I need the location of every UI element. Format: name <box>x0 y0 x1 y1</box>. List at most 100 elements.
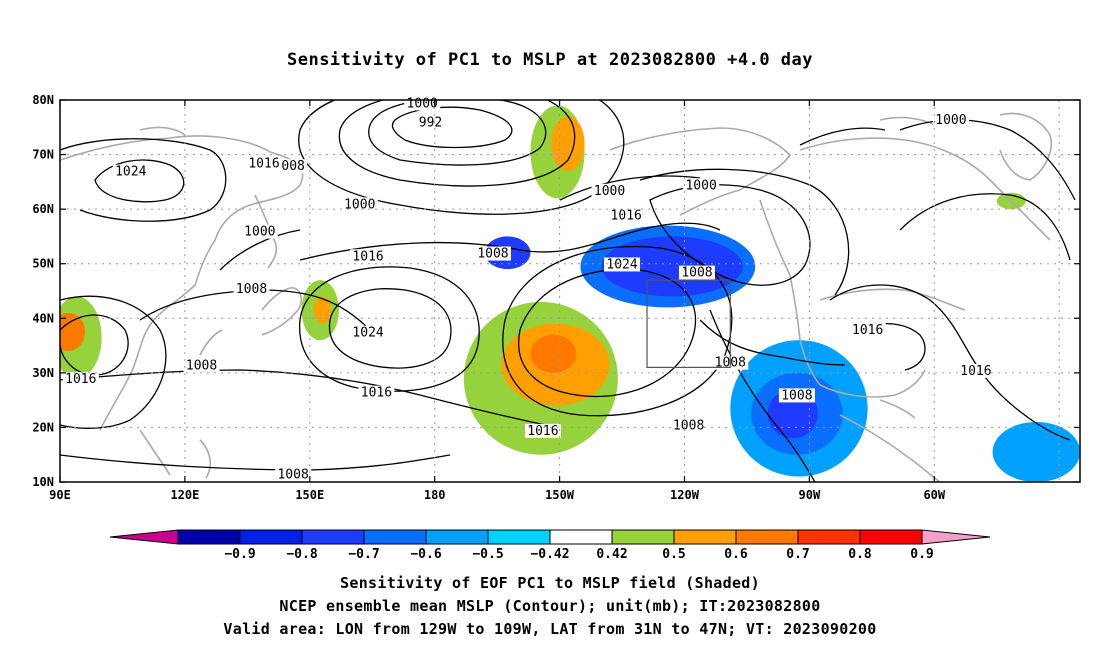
colorbar-label: 0.8 <box>848 547 872 562</box>
colorbar-swatch <box>549 529 613 545</box>
colorbar-swatch <box>735 529 799 545</box>
contour-label-bg <box>683 178 720 193</box>
contour-label: 1008 <box>236 282 267 297</box>
lon-label: 90E <box>49 488 71 502</box>
contour-label-bg <box>350 325 387 340</box>
shaded-region <box>992 421 1080 482</box>
shaded-region <box>60 312 85 352</box>
caption-line-1: Sensitivity of EOF PC1 to MSLP field (Sh… <box>340 574 760 592</box>
contour-label: 1008 <box>673 418 704 433</box>
graticule <box>60 100 1080 482</box>
colorbar-swatch <box>239 529 303 545</box>
colorbar-swatch <box>673 529 737 545</box>
contour-label: 1024 <box>352 326 383 341</box>
contour-label: 992 <box>419 116 442 131</box>
colorbar-swatch <box>363 529 427 545</box>
contour-label-bg <box>341 197 378 212</box>
colorbar-low-arrow <box>109 529 179 545</box>
contour-label-bg <box>474 246 511 261</box>
contour-label: 1000 <box>685 178 716 193</box>
contour-label: 1016 <box>65 372 96 387</box>
contour-label-bg <box>678 265 715 280</box>
caption-line-3: Valid area: LON from 129W to 109W, LAT f… <box>223 620 877 638</box>
lat-label: 30N <box>32 366 54 380</box>
colorbar-label: −0.6 <box>410 547 441 562</box>
contour-label-bg <box>241 224 278 239</box>
contour-label-bg <box>279 159 308 174</box>
colorbar-label: −0.5 <box>472 547 503 562</box>
lat-label: 20N <box>32 420 54 434</box>
colorbar-label: −0.7 <box>348 547 379 562</box>
contour-label: 1000 <box>935 113 966 128</box>
contour-label-bg <box>350 249 387 264</box>
colorbar-label: −0.9 <box>224 547 255 562</box>
contour-label-bg <box>62 372 99 387</box>
lon-label: 90W <box>799 488 821 502</box>
contour-label: 1008 <box>477 247 508 262</box>
colorbar-swatch <box>487 529 551 545</box>
contour-label: 1000 <box>344 197 375 212</box>
contour-label: 008 <box>281 159 304 174</box>
colorbar-high-arrow <box>921 529 991 545</box>
colorbar-label: 0.7 <box>786 547 809 562</box>
shaded-region <box>313 296 331 324</box>
contour-label-bg <box>849 322 886 337</box>
contour-label: 1016 <box>852 323 883 338</box>
contour-label: 1008 <box>186 358 217 373</box>
contour-label-bg <box>670 418 707 433</box>
lon-label: 120W <box>670 488 700 502</box>
contour-label-bg <box>112 164 149 179</box>
colorbar-swatch <box>611 529 675 545</box>
contour-label: 1016 <box>960 364 991 379</box>
contour-label-bg <box>246 156 282 171</box>
contour-label-bg <box>778 388 815 403</box>
caption-line-2: NCEP ensemble mean MSLP (Contour); unit(… <box>279 597 821 615</box>
valid-area-box <box>646 279 731 369</box>
colorbar-label: 0.5 <box>662 547 685 562</box>
colorbar-swatch <box>797 529 861 545</box>
lon-label: 150W <box>545 488 575 502</box>
colorbar: −0.9 −0.8 −0.7 −0.6 −0.5 −0.42 0.42 0.5 0.6 0.7 0.… <box>109 529 991 562</box>
contour-label: 1016 <box>361 386 392 401</box>
colorbar-swatch <box>859 529 923 545</box>
contour-label: 1016 <box>352 249 383 264</box>
shaded-sensitivity-layer <box>60 105 1080 482</box>
chart-title: Sensitivity of PC1 to MSLP at 2023082800… <box>286 50 813 70</box>
colorbar-label: −0.8 <box>286 547 317 562</box>
contour-label: 1008 <box>781 388 812 403</box>
contour-label-bg <box>932 112 969 127</box>
contour-label: 1016 <box>248 156 279 171</box>
contour-label: 1024 <box>606 257 637 272</box>
lat-label: 60N <box>32 202 54 216</box>
lat-label: 70N <box>32 148 54 162</box>
lon-label: 150E <box>295 488 324 502</box>
contour-label-bg <box>358 385 395 400</box>
lon-label: 180 <box>424 488 446 502</box>
colorbar-swatch <box>425 529 489 545</box>
contour-label-bg <box>604 257 641 272</box>
lat-label: 80N <box>32 93 54 107</box>
contour-label-bg <box>233 282 270 296</box>
contour-label: 1016 <box>527 424 558 439</box>
contour-label: 1000 <box>244 225 275 240</box>
shaded-region <box>530 334 577 373</box>
colorbar-label: 0.42 <box>596 547 627 562</box>
contour-label: 1008 <box>681 266 712 281</box>
contour-label-bg <box>957 363 994 378</box>
lon-label: 120E <box>170 488 199 502</box>
lat-label: 40N <box>32 311 54 325</box>
shaded-region <box>551 116 585 171</box>
contour-label: 1000 <box>594 184 625 199</box>
colorbar-swatch <box>177 529 241 545</box>
map-frame <box>59 99 1081 483</box>
colorbar-swatch <box>301 529 365 545</box>
lat-label: 10N <box>32 475 54 489</box>
colorbar-label: 0.6 <box>724 547 748 562</box>
contour-label: 1024 <box>115 165 146 180</box>
contour-label: 1008 <box>277 468 308 483</box>
contour-label: 1000 <box>407 96 438 111</box>
colorbar-label: −0.42 <box>530 547 569 562</box>
contour-label-bg <box>275 467 312 482</box>
contour-label: 1016 <box>611 208 642 223</box>
